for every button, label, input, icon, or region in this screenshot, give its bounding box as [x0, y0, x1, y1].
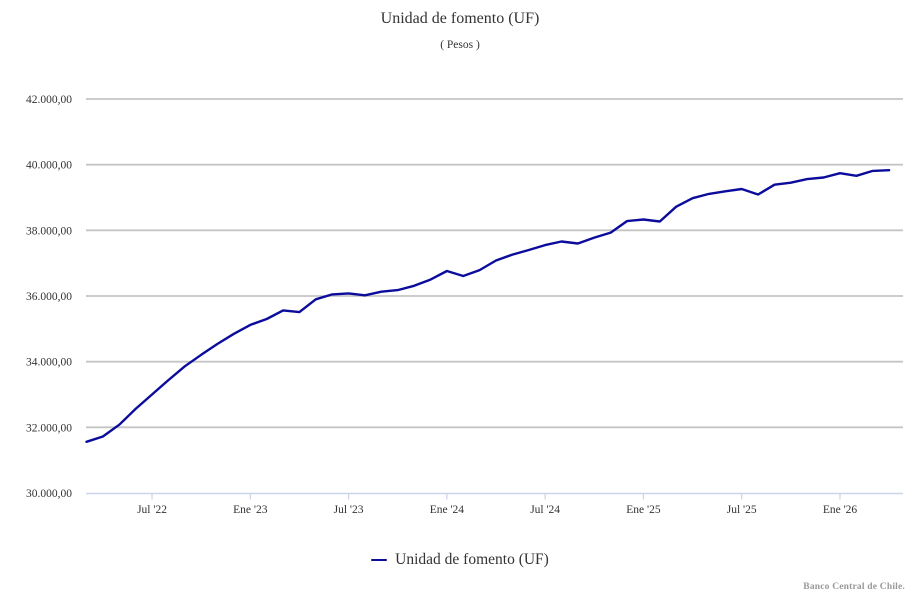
- legend-line-icon: [371, 558, 388, 562]
- x-axis-label: Ene '25: [626, 504, 661, 516]
- x-axis-label: Ene '23: [233, 504, 268, 516]
- legend-item-uf[interactable]: Unidad de fomento (UF): [371, 551, 549, 569]
- y-axis-label: 36.000,00: [26, 291, 72, 303]
- y-axis-labels: 42.000,00 40.000,00 38.000,00 36.000,00 34.0…: [26, 94, 72, 500]
- x-axis-label: Jul '23: [334, 504, 364, 516]
- chart-subtitle: ( Pesos ): [440, 39, 480, 51]
- y-axis-label: 34.000,00: [26, 357, 72, 369]
- x-axis-label: Ene '26: [823, 504, 858, 516]
- x-axis-label: Jul '25: [727, 504, 757, 516]
- x-axis-labels: Jul '22 Ene '23 Jul '23 Ene '24 Jul '24 Ene '…: [137, 504, 857, 516]
- y-axis-label: 30.000,00: [26, 488, 72, 500]
- source-credit: Banco Central de Chile.: [803, 582, 905, 592]
- legend: Unidad de fomento (UF): [0, 551, 920, 569]
- x-axis-label: Ene '24: [430, 504, 465, 516]
- gridlines: [86, 98, 903, 429]
- uf-series-line: [85, 168, 891, 443]
- y-axis-label: 40.000,00: [26, 160, 72, 172]
- legend-label: Unidad de fomento (UF): [395, 551, 549, 568]
- x-axis-label: Jul '24: [530, 504, 560, 516]
- chart-title: Unidad de fomento (UF): [380, 10, 540, 27]
- x-axis-label: Jul '22: [137, 504, 167, 516]
- x-axis-ticks: [151, 494, 841, 500]
- y-axis-label: 42.000,00: [26, 94, 72, 106]
- series-line-uf: [85, 168, 891, 443]
- y-axis-label: 38.000,00: [26, 225, 72, 237]
- y-axis-label: 32.000,00: [26, 422, 72, 434]
